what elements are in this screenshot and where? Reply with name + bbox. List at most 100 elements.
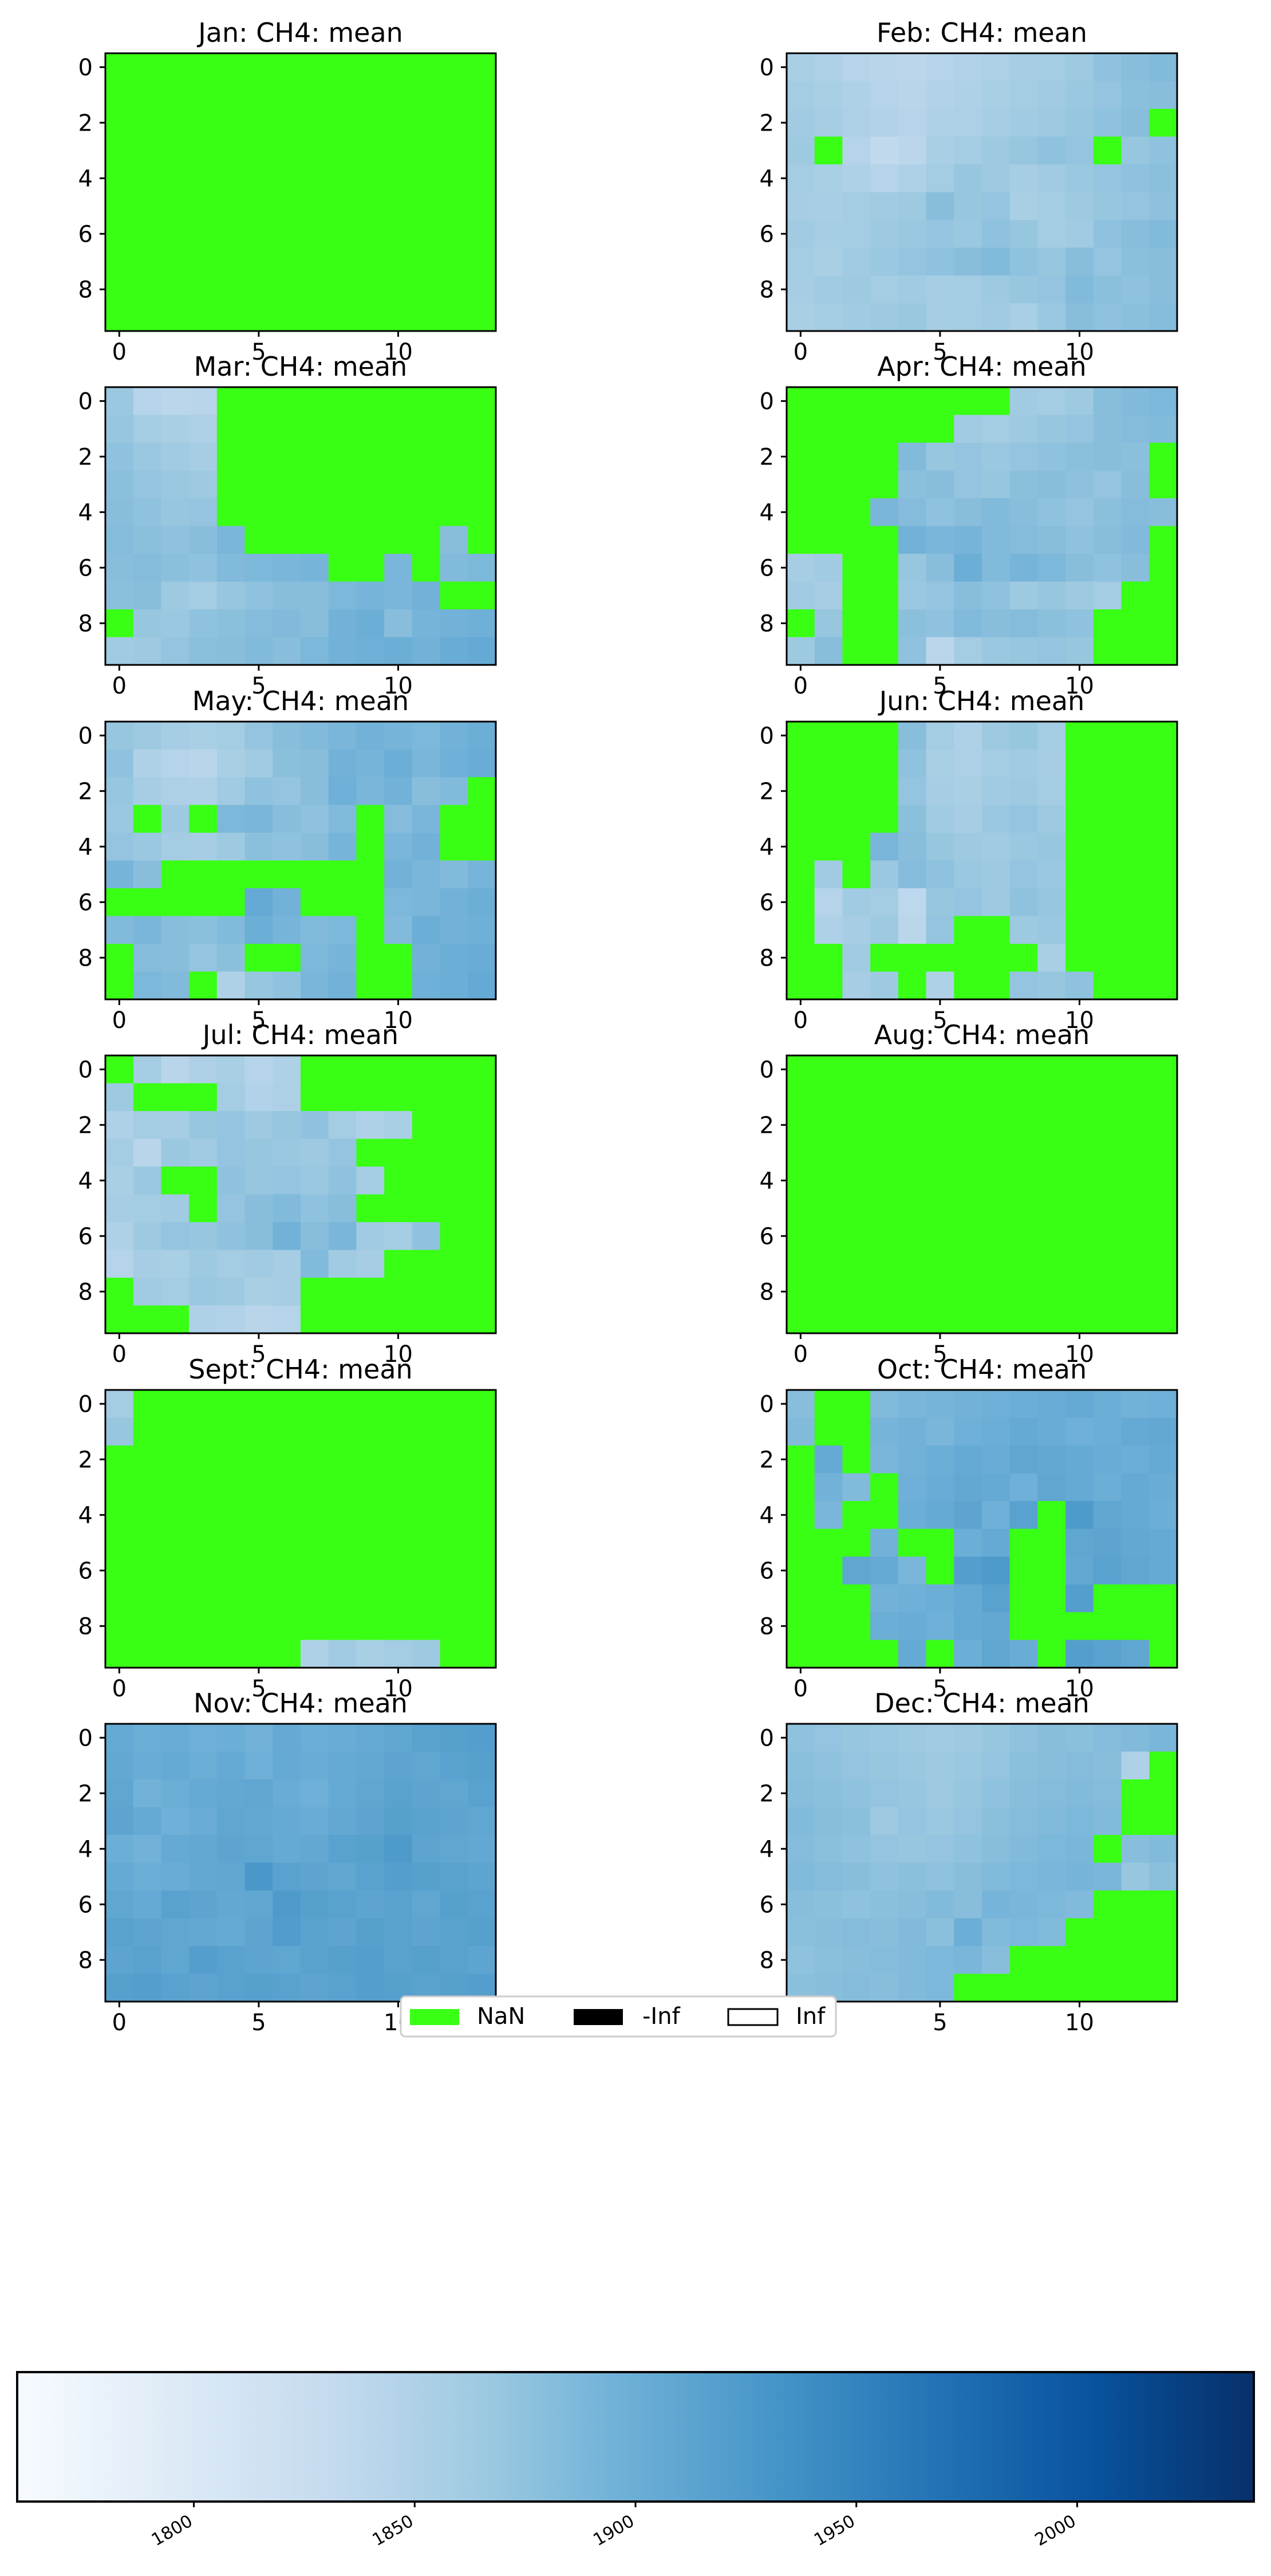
heatmap-cell <box>412 1529 441 1557</box>
heatmap-cell <box>468 637 496 665</box>
heatmap-cell <box>273 1557 301 1585</box>
heatmap-cell <box>1093 1445 1122 1474</box>
x-tick-label: 0 <box>112 1007 127 1034</box>
heatmap-cell <box>328 1222 357 1251</box>
heatmap-cell <box>412 164 441 193</box>
heatmap-cell <box>982 192 1011 220</box>
heatmap-cell <box>787 1055 815 1084</box>
heatmap-cell <box>870 192 899 220</box>
panel-frame <box>786 720 1178 1001</box>
heatmap-cell <box>189 526 218 554</box>
heatmap-cell <box>189 971 218 1000</box>
heatmap-cell <box>870 1501 899 1530</box>
heatmap-cell <box>870 247 899 276</box>
heatmap-cell <box>161 1111 190 1140</box>
legend-swatch-neginf <box>574 2009 623 2025</box>
heatmap-cell <box>1065 609 1094 638</box>
heatmap-cell <box>1065 1222 1094 1251</box>
heatmap-cell <box>1009 1111 1039 1140</box>
heatmap-cell <box>273 526 301 554</box>
heatmap-cell <box>273 1640 301 1668</box>
heatmap-cell <box>216 1278 246 1306</box>
heatmap-cell <box>384 498 413 527</box>
heatmap-cell <box>216 1167 246 1195</box>
heatmap-cell <box>356 1640 385 1668</box>
panel-title: Oct: CH4: mean <box>877 1354 1087 1385</box>
heatmap-cell <box>1009 1612 1039 1641</box>
heatmap-cell <box>273 1305 301 1334</box>
heatmap-cell <box>1009 526 1039 554</box>
heatmap-cell <box>161 805 190 833</box>
heatmap-cell <box>412 1278 441 1306</box>
y-tick-label: 0 <box>760 1725 774 1751</box>
heatmap-cell <box>870 1724 899 1752</box>
heatmap-cell <box>982 1612 1011 1641</box>
heatmap-cell <box>301 1751 329 1780</box>
heatmap-cell <box>814 1473 843 1502</box>
heatmap-cell <box>1149 387 1178 416</box>
heatmap-cell <box>244 275 273 304</box>
heatmap-cell <box>870 777 899 806</box>
heatmap-cell <box>105 1278 134 1306</box>
heatmap-cell <box>440 805 468 833</box>
heatmap-cell <box>412 1473 441 1502</box>
heatmap-cell <box>954 498 982 527</box>
heatmap-cell <box>356 1501 385 1530</box>
heatmap-cell <box>898 1278 927 1306</box>
heatmap-cell <box>842 777 871 806</box>
panel-title: Aug: CH4: mean <box>874 1019 1090 1050</box>
heatmap-cell <box>412 415 441 443</box>
heatmap-cell <box>926 1473 954 1502</box>
heatmap-cell <box>273 1751 301 1780</box>
heatmap-cell <box>328 1974 357 2002</box>
y-tick-label: 6 <box>78 221 93 247</box>
heatmap-cell <box>161 1612 190 1641</box>
heatmap-cell <box>412 1445 441 1474</box>
heatmap-cell <box>926 1612 954 1641</box>
heatmap-cell <box>814 1055 843 1084</box>
heatmap-cell <box>356 1305 385 1334</box>
heatmap-cell <box>216 303 246 332</box>
heatmap-cell <box>1149 971 1178 1000</box>
heatmap-cell <box>440 1167 468 1195</box>
heatmap-cell <box>1121 498 1150 527</box>
heatmap-cell <box>1149 777 1178 806</box>
y-tick-label: 4 <box>78 166 93 192</box>
heatmap-cell <box>787 1529 815 1557</box>
heatmap-cell <box>870 136 899 165</box>
heatmap-cell <box>244 1584 273 1613</box>
heatmap-cell <box>842 1918 871 1947</box>
heatmap-cell <box>133 1305 162 1334</box>
heatmap-cell <box>814 833 843 861</box>
heatmap-cell <box>954 1862 982 1891</box>
heatmap-cell <box>440 1194 468 1223</box>
heatmap-cell <box>1093 1835 1122 1864</box>
y-tick-label: 2 <box>760 1447 774 1473</box>
heatmap-cell <box>133 1501 162 1530</box>
x-tick-label: 5 <box>933 1341 947 1368</box>
heatmap-cell <box>982 1918 1011 1947</box>
heatmap-cell <box>384 1417 413 1446</box>
x-tick-label: 0 <box>112 673 127 699</box>
heatmap-cell <box>787 109 815 137</box>
heatmap-cell <box>787 192 815 220</box>
heatmap-cell <box>440 1501 468 1530</box>
colorbar-tick-label: 1850 <box>369 2511 417 2550</box>
x-tick-label: 0 <box>794 1676 808 1702</box>
heatmap-cell <box>412 1724 441 1752</box>
heatmap-cell <box>1009 247 1039 276</box>
heatmap-cell <box>440 164 468 193</box>
heatmap-cell <box>328 275 357 304</box>
heatmap-cell <box>954 805 982 833</box>
heatmap-cell <box>216 1305 246 1334</box>
y-tick-label: 2 <box>78 1781 93 1807</box>
heatmap-cell <box>898 609 927 638</box>
heatmap-cell <box>301 1445 329 1474</box>
heatmap-cell <box>982 387 1011 416</box>
heatmap-cell <box>898 1194 927 1223</box>
heatmap-cell <box>1065 1501 1094 1530</box>
heatmap-cell <box>133 1807 162 1836</box>
heatmap-cell <box>356 1612 385 1641</box>
colorbar-gradient <box>16 2371 1255 2503</box>
heatmap-cell <box>926 637 954 665</box>
